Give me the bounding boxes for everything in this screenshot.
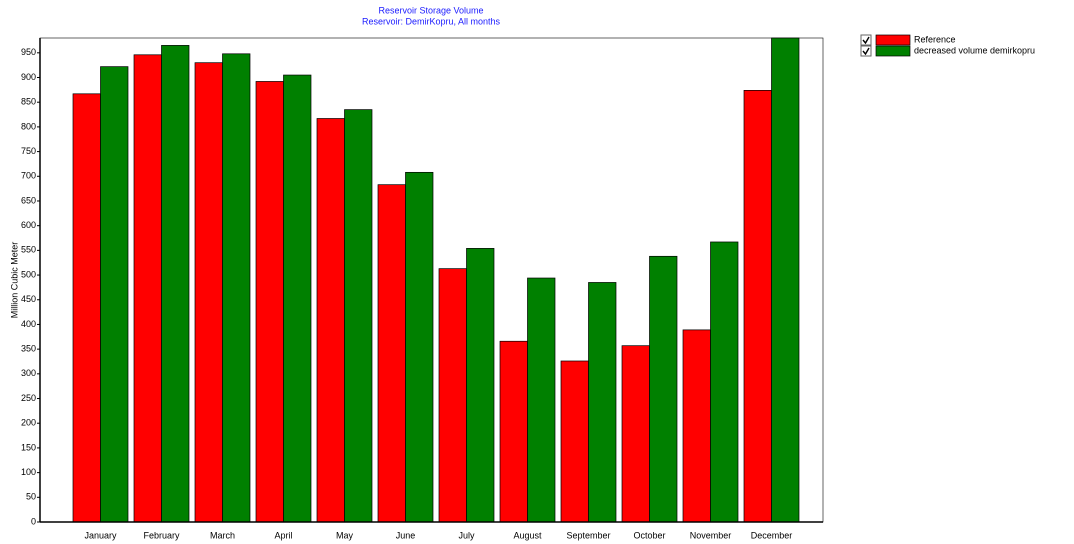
x-tick-label: January (84, 530, 117, 540)
x-tick-label: July (458, 530, 475, 540)
x-tick-label: December (751, 530, 793, 540)
y-tick-label: 600 (21, 220, 36, 230)
y-tick-label: 250 (21, 393, 36, 403)
bar (377, 184, 406, 523)
legend-checkbox[interactable] (860, 34, 872, 46)
y-tick-label: 350 (21, 344, 36, 354)
bar (72, 93, 101, 523)
y-axis-title: Million Cubic Meter (9, 242, 19, 319)
y-tick-label: 200 (21, 418, 36, 428)
bars (72, 37, 800, 523)
x-tick-label: November (690, 530, 732, 540)
bar (743, 90, 772, 523)
chart-title: Reservoir Storage Volume (378, 5, 483, 15)
x-tick-label: May (336, 530, 354, 540)
bar (682, 329, 711, 523)
bar (344, 109, 373, 523)
y-tick-label: 800 (21, 121, 36, 131)
bar (222, 53, 251, 523)
checkmark (862, 36, 870, 45)
bar (100, 66, 129, 523)
bar (588, 282, 617, 523)
legend-label: decreased volume demirkopru (914, 45, 1035, 55)
checkmark (862, 47, 870, 56)
y-tick-label: 950 (21, 47, 36, 57)
legend-swatch (875, 45, 911, 57)
bar (316, 118, 345, 523)
legend-swatch (875, 34, 911, 46)
bar (710, 241, 739, 523)
y-tick-label: 750 (21, 146, 36, 156)
bar (438, 268, 467, 523)
legend-checkbox[interactable] (860, 45, 872, 57)
x-tick-label: April (274, 530, 292, 540)
y-tick-label: 100 (21, 467, 36, 477)
bar (771, 37, 800, 523)
y-tick-label: 700 (21, 171, 36, 181)
y-tick-label: 650 (21, 195, 36, 205)
bar (133, 54, 162, 523)
bar (405, 171, 434, 523)
y-tick-label: 50 (26, 492, 36, 502)
y-tick-label: 550 (21, 245, 36, 255)
y-tick-label: 900 (21, 72, 36, 82)
y-tick-label: 150 (21, 442, 36, 452)
y-tick-label: 500 (21, 269, 36, 279)
x-tick-label: September (566, 530, 610, 540)
bar (621, 345, 650, 523)
y-tick-label: 300 (21, 368, 36, 378)
x-tick-label: August (513, 530, 542, 540)
x-tick-label: October (633, 530, 665, 540)
bar (283, 74, 312, 523)
x-tick-label: February (143, 530, 180, 540)
bar (560, 360, 589, 523)
y-tick-label: 450 (21, 294, 36, 304)
legend-label: Reference (914, 34, 956, 44)
bar (255, 81, 284, 523)
bar (466, 248, 495, 523)
bar (499, 340, 528, 523)
bar (649, 255, 678, 523)
x-tick-label: March (210, 530, 235, 540)
y-tick-label: 400 (21, 319, 36, 329)
chart-subtitle: Reservoir: DemirKopru, All months (362, 16, 501, 26)
y-tick-label: 0 (31, 516, 36, 526)
bar (161, 45, 190, 523)
y-tick-label: 850 (21, 97, 36, 107)
bar (527, 277, 556, 523)
bar (194, 62, 223, 523)
x-tick-label: June (396, 530, 416, 540)
